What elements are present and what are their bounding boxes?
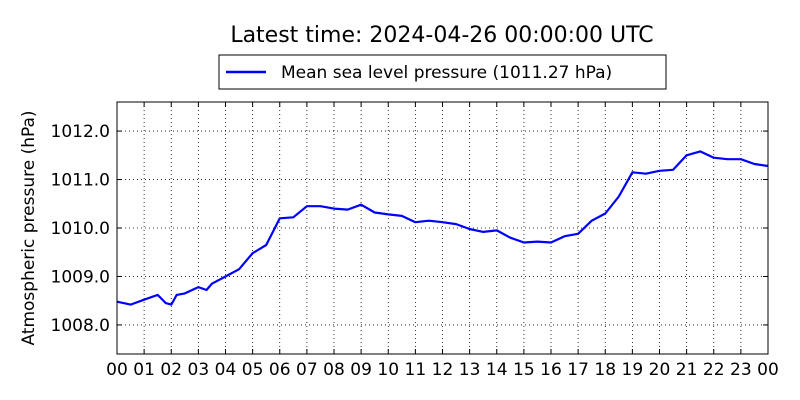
x-tick-label: 00 — [106, 360, 128, 380]
x-tick-label: 20 — [649, 360, 671, 380]
chart-title: Latest time: 2024-04-26 00:00:00 UTC — [230, 23, 653, 48]
x-tick-label: 10 — [377, 360, 399, 380]
x-tick-label: 18 — [594, 360, 616, 380]
legend-label: Mean sea level pressure (1011.27 hPa) — [281, 63, 612, 83]
x-tick-label: 03 — [188, 360, 210, 380]
x-tick-label: 09 — [350, 360, 372, 380]
x-tick-label: 21 — [676, 360, 698, 380]
series-lines — [116, 150, 769, 306]
x-tick-label: 15 — [513, 360, 535, 380]
y-tick-label: 1010.0 — [51, 219, 110, 239]
y-ticks: 1008.0 1009.0 1010.0 1011.0 1012.0 — [51, 122, 768, 336]
x-tick-label: 22 — [703, 360, 725, 380]
legend: Mean sea level pressure (1011.27 hPa) — [218, 54, 667, 90]
x-tick-label: 13 — [459, 360, 481, 380]
x-tick-label: 01 — [133, 360, 155, 380]
x-ticks: 00 01 02 03 04 05 06 07 08 09 10 11 12 13 14 15 16 17 18 19… — [106, 102, 779, 380]
grid-lines — [117, 102, 768, 354]
x-tick-label: 06 — [269, 360, 291, 380]
y-tick-label: 1011.0 — [51, 171, 110, 191]
x-tick-label: 19 — [622, 360, 644, 380]
y-tick-label: 1012.0 — [51, 122, 110, 142]
y-tick-label: 1009.0 — [51, 267, 110, 287]
series-line — [116, 150, 769, 306]
x-tick-label: 08 — [323, 360, 345, 380]
x-tick-label: 16 — [540, 360, 562, 380]
x-tick-label: 07 — [296, 360, 318, 380]
y-tick-label: 1008.0 — [51, 316, 110, 336]
x-tick-label: 23 — [730, 360, 752, 380]
x-tick-label: 02 — [160, 360, 182, 380]
x-tick-label: 11 — [405, 360, 427, 380]
x-tick-label: 05 — [242, 360, 264, 380]
plot-frame — [116, 101, 769, 355]
x-tick-label: 14 — [486, 360, 508, 380]
x-tick-label: 12 — [432, 360, 454, 380]
y-axis-label: Atmospheric pressure (hPa) — [19, 110, 39, 345]
x-tick-label: 17 — [567, 360, 589, 380]
legend-frame — [218, 54, 667, 90]
x-tick-label: 04 — [215, 360, 237, 380]
x-tick-label: 00 — [757, 360, 779, 380]
